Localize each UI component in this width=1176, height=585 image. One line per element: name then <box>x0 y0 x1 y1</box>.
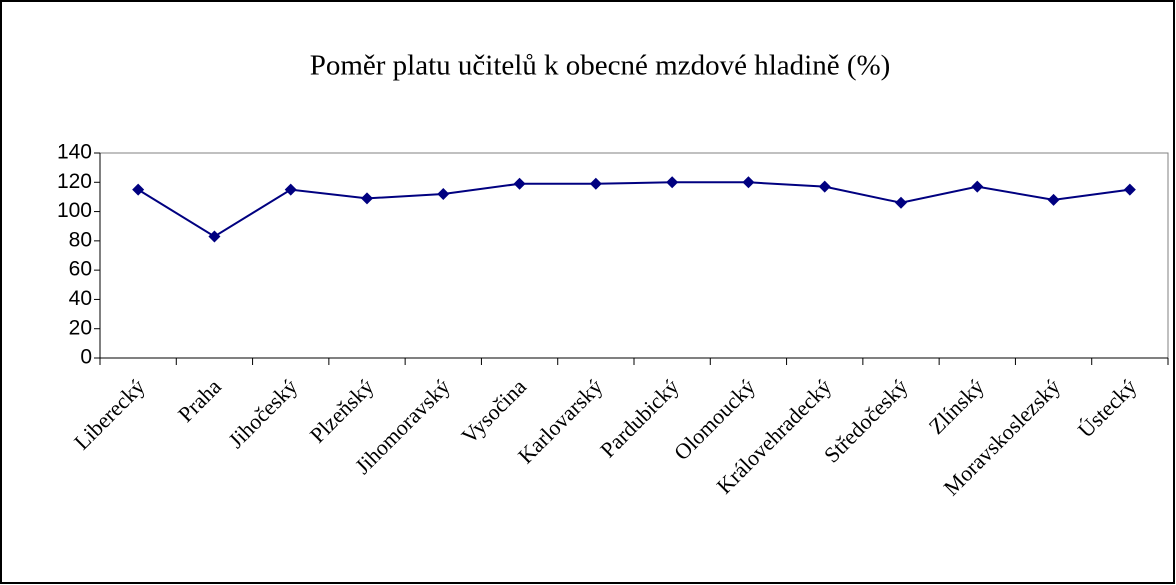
data-point <box>1047 193 1060 206</box>
plot-area <box>99 152 1169 359</box>
data-point <box>284 183 297 196</box>
y-tick-label: 40 <box>69 287 92 310</box>
y-tick-label: 100 <box>57 199 92 222</box>
data-line <box>137 181 1130 238</box>
data-point <box>589 177 602 190</box>
data-point <box>818 180 831 193</box>
y-tick-label: 20 <box>69 316 92 339</box>
y-tick-label: 60 <box>69 258 92 281</box>
data-point <box>361 192 373 205</box>
data-point <box>742 176 755 189</box>
data-point <box>132 183 145 196</box>
data-point <box>971 180 984 193</box>
y-tick-label: 140 <box>57 141 92 164</box>
data-point <box>437 188 450 200</box>
data-point <box>513 177 526 190</box>
y-tick-label: 0 <box>80 346 92 369</box>
data-point <box>666 176 679 189</box>
chart-title: Poměr platu učitelů k obecné mzdové hlad… <box>310 50 891 82</box>
data-point <box>1123 183 1136 196</box>
y-tick-label: 120 <box>57 170 92 193</box>
data-point <box>208 230 221 243</box>
data-point <box>895 196 907 209</box>
y-tick-label: 80 <box>69 228 92 251</box>
